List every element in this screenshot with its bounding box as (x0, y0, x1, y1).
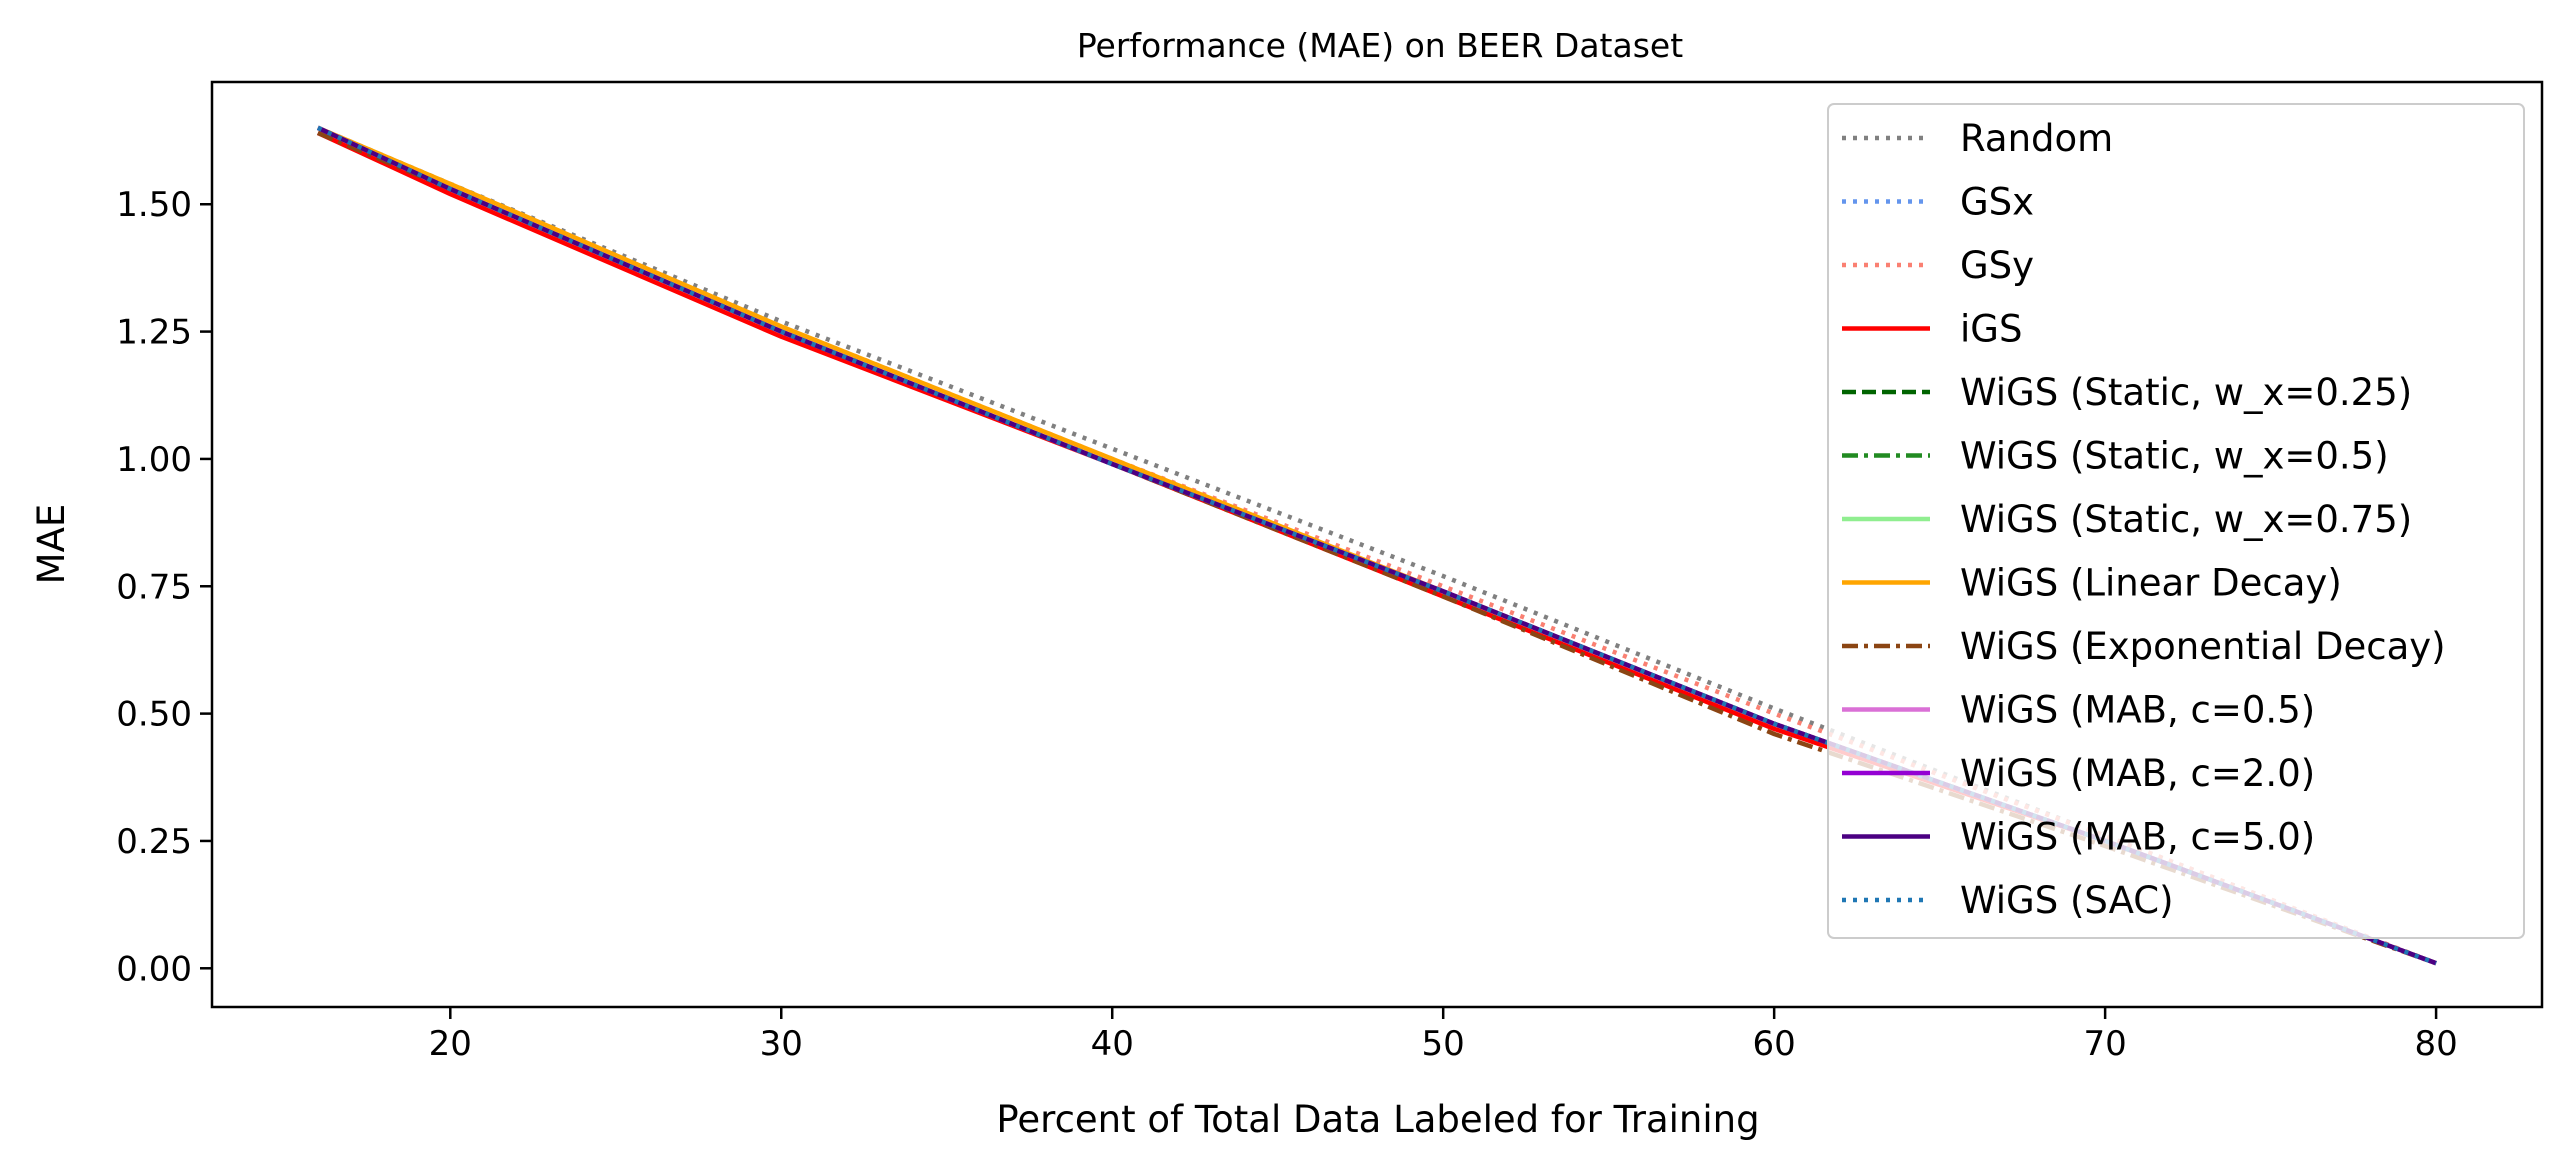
legend-label: Random (1960, 117, 2113, 160)
legend-label: GSx (1960, 181, 2034, 224)
x-tick-label: 80 (2414, 1024, 2457, 1064)
y-tick-label: 0.00 (116, 949, 192, 989)
plot-frame (210, 80, 2544, 1009)
legend-label: WiGS (MAB, c=5.0) (1960, 816, 2315, 859)
y-tick-label: 0.75 (116, 567, 192, 607)
y-axis-label: MAE (30, 504, 73, 585)
y-tick-label: 0.25 (116, 822, 192, 862)
legend-box (1827, 103, 2525, 939)
legend-label: WiGS (MAB, c=2.0) (1960, 752, 2315, 795)
legend-label: WiGS (SAC) (1960, 879, 2174, 922)
legend-label: WiGS (Static, w_x=0.5) (1960, 435, 2389, 478)
legend-label: iGS (1960, 308, 2022, 351)
legend-label: WiGS (MAB, c=0.5) (1960, 689, 2315, 732)
x-axis-label: Percent of Total Data Labeled for Traini… (996, 1098, 1759, 1141)
x-tick-label: 20 (429, 1024, 472, 1064)
y-tick-label: 1.25 (116, 313, 192, 353)
legend-label: WiGS (Linear Decay) (1960, 562, 2342, 605)
x-tick-label: 40 (1091, 1024, 1134, 1064)
chart-title: Performance (MAE) on BEER Dataset (1077, 26, 1683, 65)
legend-label: WiGS (Static, w_x=0.25) (1960, 371, 2412, 414)
x-tick-label: 70 (2083, 1024, 2126, 1064)
x-tick-label: 50 (1422, 1024, 1465, 1064)
x-tick-label: 60 (1753, 1024, 1796, 1064)
legend-label: GSy (1960, 244, 2034, 287)
x-tick-label: 30 (760, 1024, 803, 1064)
legend-label: WiGS (Exponential Decay) (1960, 625, 2446, 668)
legend-label: WiGS (Static, w_x=0.75) (1960, 498, 2412, 541)
legend: Random GSx GSy iGS WiGS (Static, w_x=0.25) Wi… (1827, 103, 2525, 939)
y-tick-label: 1.00 (116, 440, 192, 480)
series-line-1 (317, 125, 2437, 966)
ticks-layer: 20 30 40 50 60 70 80 0.00 0.25 0.50 0.75 1.00 1.25 1.… (116, 185, 2457, 1064)
y-tick-label: 1.50 (116, 185, 192, 225)
y-tick-label: 0.50 (116, 695, 192, 735)
